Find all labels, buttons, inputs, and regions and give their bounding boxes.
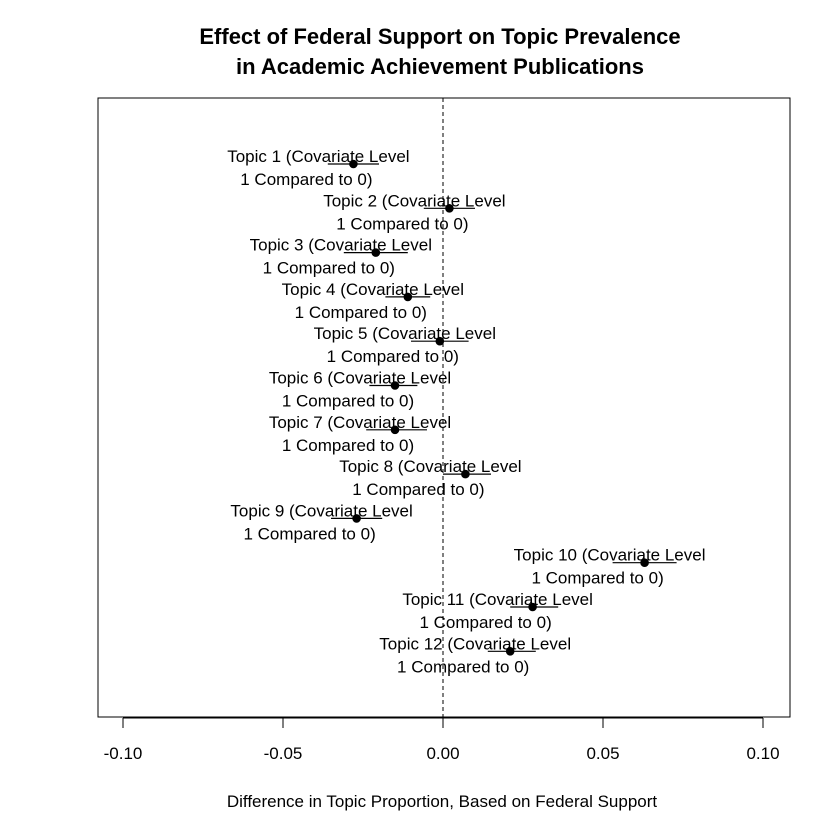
x-tick-label: 0.00 xyxy=(426,744,459,763)
point-label-line-1: Topic 2 (Covariate Level xyxy=(323,191,505,210)
point-label-line-2: 1 Compared to 0) xyxy=(282,436,414,455)
point-label-line-2: 1 Compared to 0) xyxy=(263,259,395,278)
chart-title-line-1: Effect of Federal Support on Topic Preva… xyxy=(199,24,681,49)
estimate-point xyxy=(461,469,470,479)
point-label-line-2: 1 Compared to 0) xyxy=(243,524,375,543)
chart-title-line-2: in Academic Achievement Publications xyxy=(236,54,644,79)
point-label-line-2: 1 Compared to 0) xyxy=(282,392,414,411)
estimate-point xyxy=(390,425,400,435)
point-label-line-2: 1 Compared to 0) xyxy=(352,480,484,499)
estimate-point xyxy=(352,514,361,523)
point-label-line-1: Topic 7 (Covariate Level xyxy=(269,413,451,432)
x-tick-label: 0.10 xyxy=(746,744,779,763)
estimate-point xyxy=(435,336,445,346)
estimate-point xyxy=(528,602,537,612)
point-label-line-1: Topic 11 (Covariate Level xyxy=(402,590,593,609)
point-label-line-2: 1 Compared to 0) xyxy=(531,569,663,588)
point-label-line-2: 1 Compared to 0) xyxy=(397,657,529,676)
estimate-point xyxy=(640,558,649,567)
point-label-line-1: Topic 12 (Covariate Level xyxy=(379,634,571,653)
chart-title: Effect of Federal Support on Topic Preva… xyxy=(0,22,840,82)
point-label-line-1: Topic 5 (Covariate Level xyxy=(314,324,496,343)
point-label-line-2: 1 Compared to 0) xyxy=(327,347,459,366)
estimate-point xyxy=(445,204,454,213)
estimate-point xyxy=(371,248,381,257)
point-label-line-2: 1 Compared to 0) xyxy=(295,303,427,322)
estimate-point xyxy=(505,647,515,656)
plot-frame xyxy=(97,97,791,718)
x-tick-label: -0.10 xyxy=(104,744,143,763)
point-label-line-1: Topic 10 (Covariate Level xyxy=(514,546,706,565)
point-label-line-1: Topic 9 (Covariate Level xyxy=(230,501,412,520)
estimate-point xyxy=(390,381,400,390)
point-label-line-1: Topic 3 (Covariate Level xyxy=(250,236,432,255)
point-label-line-1: Topic 1 (Covariate Level xyxy=(227,147,409,166)
x-tick-label: -0.05 xyxy=(264,744,303,763)
point-label-line-1: Topic 6 (Covariate Level xyxy=(269,369,451,388)
point-label-line-2: 1 Compared to 0) xyxy=(419,613,551,632)
point-label-line-1: Topic 4 (Covariate Level xyxy=(282,280,464,299)
estimate-point xyxy=(403,292,413,302)
x-tick-label: 0.05 xyxy=(586,744,619,763)
estimate-point xyxy=(349,159,358,169)
point-label-line-2: 1 Compared to 0) xyxy=(240,170,372,189)
x-axis-label: Difference in Topic Proportion, Based on… xyxy=(226,792,658,811)
point-label-line-1: Topic 8 (Covariate Level xyxy=(339,457,521,476)
point-label-line-2: 1 Compared to 0) xyxy=(336,214,468,233)
